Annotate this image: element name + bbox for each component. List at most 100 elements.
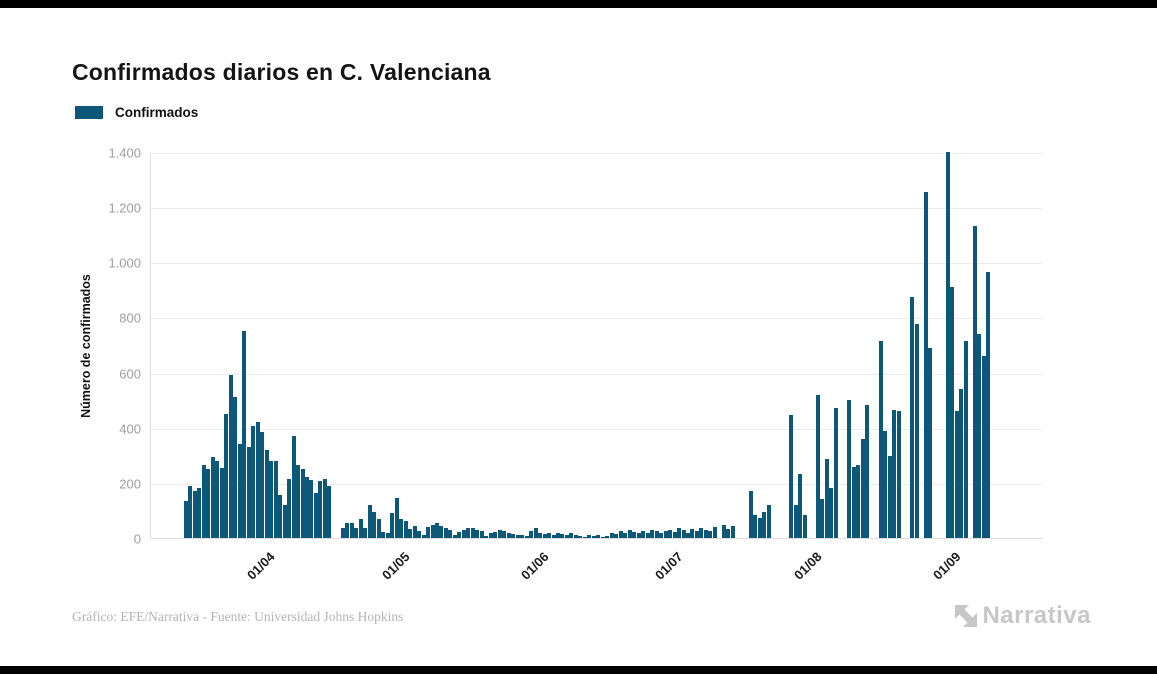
bar xyxy=(632,531,637,538)
y-tick-label: 0 xyxy=(133,531,141,547)
bar xyxy=(412,525,417,538)
bar xyxy=(493,531,498,538)
bar xyxy=(358,519,363,538)
bar xyxy=(408,528,413,538)
bar xyxy=(251,426,256,538)
bar xyxy=(484,535,489,538)
bar xyxy=(497,530,502,538)
bar xyxy=(300,469,305,538)
bar xyxy=(914,324,919,538)
y-tick-label: 200 xyxy=(119,476,141,492)
bar xyxy=(923,191,928,538)
bar xyxy=(538,532,543,538)
bar xyxy=(641,531,646,538)
bar xyxy=(748,490,753,538)
bar xyxy=(972,226,977,538)
bar xyxy=(591,535,596,538)
y-tick-label: 1.000 xyxy=(108,255,141,271)
bar xyxy=(892,409,897,538)
narrativa-logo-icon xyxy=(955,605,978,627)
bar xyxy=(269,460,274,538)
bar xyxy=(551,534,556,538)
bar xyxy=(766,505,771,538)
bar xyxy=(529,531,534,538)
gridline xyxy=(151,208,1042,210)
bar xyxy=(417,531,422,538)
bar xyxy=(197,488,202,538)
bar xyxy=(600,536,605,538)
bar xyxy=(623,533,628,538)
bar xyxy=(950,287,955,538)
bar xyxy=(887,456,892,538)
bar xyxy=(242,331,247,538)
bar xyxy=(896,411,901,538)
bar xyxy=(789,415,794,538)
bar xyxy=(560,533,565,538)
bar xyxy=(833,408,838,538)
bar xyxy=(255,422,260,538)
bar xyxy=(430,524,435,538)
bar xyxy=(524,535,529,538)
legend: Confirmados xyxy=(75,105,198,120)
bar xyxy=(614,533,619,538)
bar xyxy=(659,533,664,538)
bar xyxy=(318,481,323,538)
bar xyxy=(959,389,964,538)
bar xyxy=(210,456,215,538)
bar xyxy=(381,531,386,538)
bar xyxy=(434,522,439,538)
bar xyxy=(677,528,682,538)
top-letterbox-bar xyxy=(0,0,1157,8)
bar xyxy=(573,534,578,538)
bar xyxy=(296,464,301,538)
bar xyxy=(860,439,865,538)
bar xyxy=(856,464,861,538)
bar xyxy=(192,491,197,538)
bar xyxy=(650,529,655,538)
bar xyxy=(726,529,731,538)
bar xyxy=(246,447,251,538)
narrativa-wordmark: Narrativa xyxy=(982,602,1091,629)
bar xyxy=(627,530,632,538)
gridline xyxy=(151,318,1042,320)
bar xyxy=(910,296,915,538)
bar xyxy=(569,533,574,538)
legend-swatch-icon xyxy=(75,106,103,119)
bar xyxy=(376,519,381,538)
bar xyxy=(824,458,829,538)
bar xyxy=(587,535,592,538)
bar xyxy=(184,500,188,538)
bar xyxy=(322,478,327,538)
bar xyxy=(394,498,399,538)
x-tick-label: 01/05 xyxy=(378,549,413,583)
bar xyxy=(291,436,296,538)
bar xyxy=(708,531,713,538)
bar xyxy=(618,531,623,538)
bar xyxy=(188,485,193,538)
bar xyxy=(865,404,870,538)
bar xyxy=(219,467,224,538)
bar xyxy=(273,460,278,538)
bar xyxy=(506,532,511,538)
bar xyxy=(681,530,686,538)
bottom-letterbox-bar xyxy=(0,666,1157,674)
bar xyxy=(349,523,354,538)
plot-area: 0 200 400 600 800 1.000 1.200 1.400 01/04 01/05 01… xyxy=(108,146,1042,583)
bar xyxy=(954,411,959,538)
bar xyxy=(426,526,431,538)
bar xyxy=(883,430,888,538)
bar xyxy=(556,532,560,538)
bar xyxy=(851,467,856,538)
bar xyxy=(520,535,525,538)
bar xyxy=(542,533,547,538)
bar xyxy=(305,477,309,538)
bar xyxy=(654,531,659,538)
gridline xyxy=(151,483,1042,485)
bar xyxy=(977,333,982,538)
bar xyxy=(609,532,614,538)
bar xyxy=(448,530,453,538)
bar xyxy=(793,504,798,538)
bar xyxy=(694,530,699,538)
bar xyxy=(421,534,426,538)
x-tick-label: 01/09 xyxy=(929,549,964,583)
